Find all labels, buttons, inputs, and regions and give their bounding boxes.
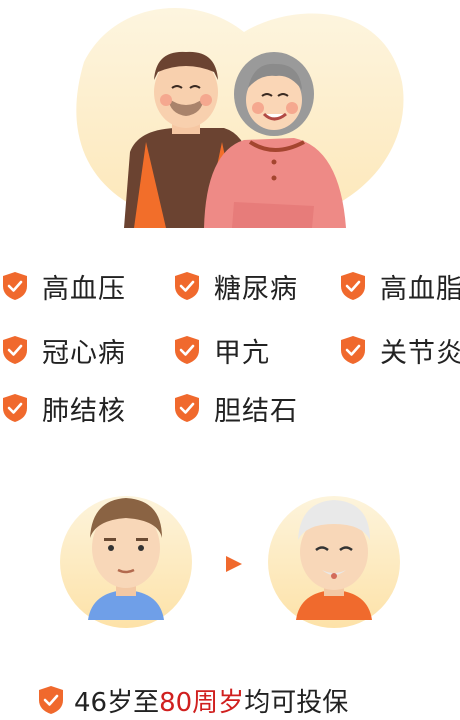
- grandmother-figure: [204, 52, 346, 228]
- condition-label: 糖尿病: [214, 273, 298, 305]
- condition-label: 甲亢: [214, 337, 270, 369]
- age-note-highlight: 80周岁: [159, 687, 245, 718]
- elderly-man-avatar: [268, 496, 400, 628]
- shield-check-icon: [175, 336, 199, 364]
- shield-check-icon: [175, 272, 199, 300]
- shield-check-icon: [3, 394, 27, 422]
- shield-check-icon: [3, 272, 27, 300]
- shield-check-icon: [341, 336, 365, 364]
- condition-item: 高血压: [2, 266, 126, 306]
- shield-check-icon: [175, 394, 199, 422]
- shield-check-icon: [39, 686, 63, 714]
- condition-label: 胆结石: [214, 395, 298, 427]
- condition-item: 肺结核: [2, 388, 126, 428]
- shield-check-icon: [341, 272, 365, 300]
- age-eligibility-note: 46岁至 80周岁 均可投保: [38, 680, 348, 720]
- condition-item: 甲亢: [174, 330, 270, 370]
- condition-label: 高血压: [42, 273, 126, 305]
- condition-item: 高血脂: [340, 266, 460, 306]
- condition-label: 冠心病: [42, 337, 126, 369]
- age-range-illustration: [60, 496, 400, 628]
- condition-item: 冠心病: [2, 330, 126, 370]
- condition-label: 高血脂: [380, 273, 460, 305]
- shield-check-icon: [3, 336, 27, 364]
- condition-item: 胆结石: [174, 388, 298, 428]
- condition-item: 关节炎: [340, 330, 460, 370]
- condition-label: 关节炎: [380, 337, 460, 369]
- condition-item: 糖尿病: [174, 266, 298, 306]
- middle-aged-man-avatar: [60, 496, 192, 628]
- condition-label: 肺结核: [42, 395, 126, 427]
- age-note-prefix: 46岁至: [74, 687, 160, 718]
- age-note-suffix: 均可投保: [244, 687, 349, 718]
- elderly-couple-illustration: [76, 7, 404, 229]
- play-arrow-icon: [226, 556, 242, 572]
